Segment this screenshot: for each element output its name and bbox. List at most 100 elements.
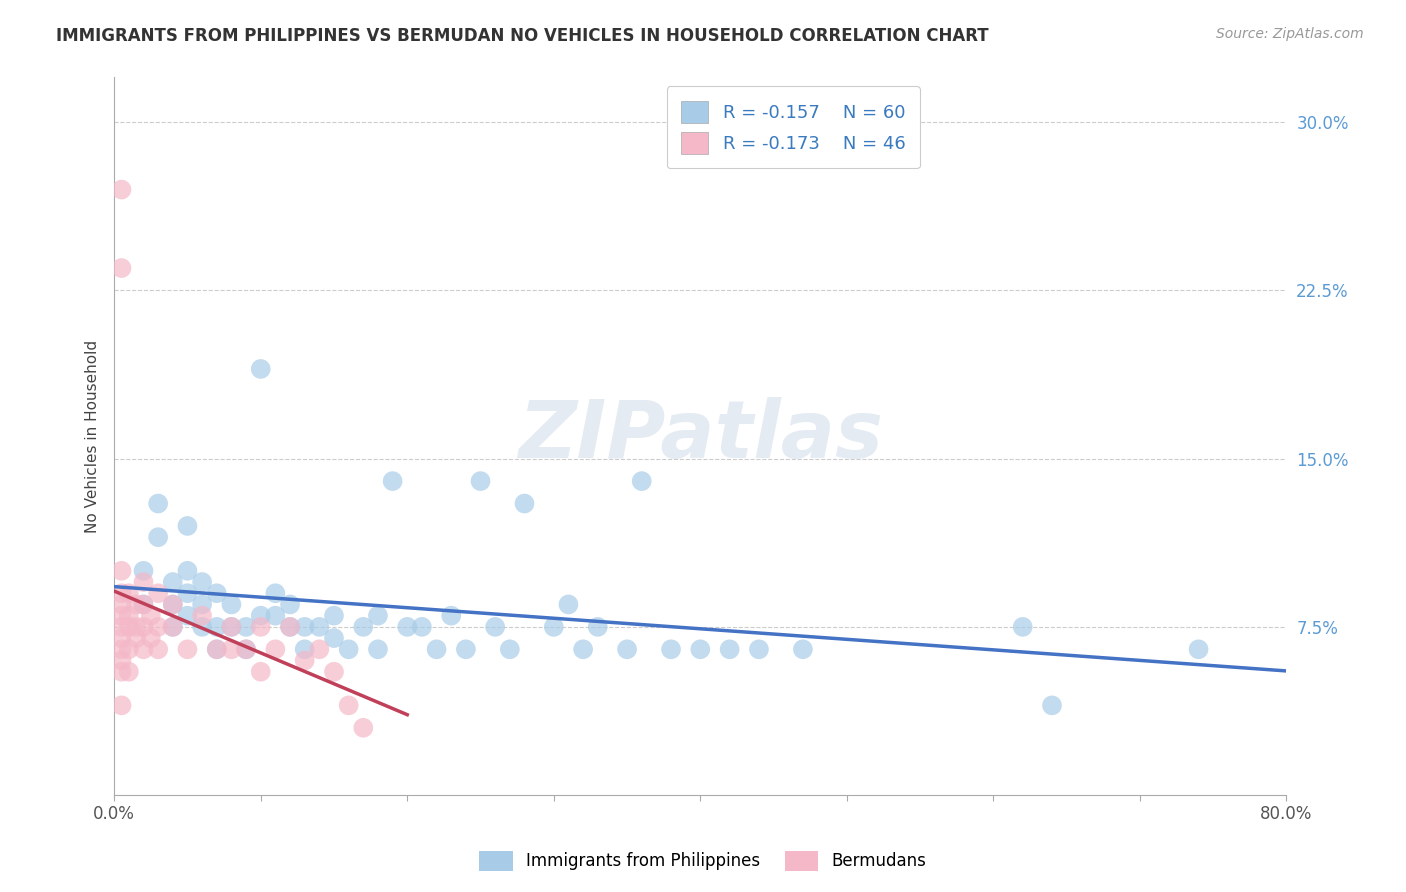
- Point: [323, 631, 346, 645]
- Point: [118, 665, 141, 679]
- Point: [235, 642, 257, 657]
- Point: [205, 642, 228, 657]
- Point: [308, 642, 330, 657]
- Point: [1011, 620, 1033, 634]
- Point: [264, 586, 287, 600]
- Point: [249, 608, 271, 623]
- Point: [125, 620, 148, 634]
- Point: [323, 608, 346, 623]
- Text: Source: ZipAtlas.com: Source: ZipAtlas.com: [1216, 27, 1364, 41]
- Point: [249, 665, 271, 679]
- Point: [118, 620, 141, 634]
- Point: [440, 608, 463, 623]
- Point: [557, 598, 579, 612]
- Point: [146, 496, 169, 510]
- Point: [411, 620, 433, 634]
- Point: [176, 586, 198, 600]
- Point: [205, 586, 228, 600]
- Point: [191, 620, 214, 634]
- Point: [110, 564, 132, 578]
- Point: [146, 620, 169, 634]
- Point: [110, 653, 132, 667]
- Point: [162, 574, 184, 589]
- Point: [367, 642, 389, 657]
- Point: [132, 620, 155, 634]
- Point: [110, 665, 132, 679]
- Point: [139, 631, 162, 645]
- Point: [162, 620, 184, 634]
- Point: [748, 642, 770, 657]
- Point: [264, 642, 287, 657]
- Point: [323, 665, 346, 679]
- Point: [110, 698, 132, 713]
- Point: [146, 642, 169, 657]
- Point: [294, 642, 316, 657]
- Point: [1040, 698, 1063, 713]
- Point: [689, 642, 711, 657]
- Point: [278, 620, 301, 634]
- Y-axis label: No Vehicles in Household: No Vehicles in Household: [86, 340, 100, 533]
- Point: [278, 598, 301, 612]
- Point: [162, 620, 184, 634]
- Point: [132, 598, 155, 612]
- Point: [513, 496, 536, 510]
- Text: IMMIGRANTS FROM PHILIPPINES VS BERMUDAN NO VEHICLES IN HOUSEHOLD CORRELATION CHA: IMMIGRANTS FROM PHILIPPINES VS BERMUDAN …: [56, 27, 988, 45]
- Point: [264, 608, 287, 623]
- Point: [352, 620, 374, 634]
- Point: [139, 608, 162, 623]
- Text: ZIPatlas: ZIPatlas: [517, 397, 883, 475]
- Point: [249, 620, 271, 634]
- Point: [630, 474, 652, 488]
- Point: [294, 653, 316, 667]
- Point: [125, 598, 148, 612]
- Point: [294, 620, 316, 634]
- Point: [221, 598, 243, 612]
- Point: [146, 530, 169, 544]
- Point: [308, 620, 330, 634]
- Point: [191, 574, 214, 589]
- Point: [367, 608, 389, 623]
- Point: [176, 564, 198, 578]
- Point: [176, 608, 198, 623]
- Point: [1187, 642, 1209, 657]
- Point: [110, 642, 132, 657]
- Point: [110, 620, 132, 634]
- Point: [110, 261, 132, 276]
- Point: [118, 608, 141, 623]
- Point: [125, 631, 148, 645]
- Point: [191, 598, 214, 612]
- Point: [221, 620, 243, 634]
- Point: [132, 598, 155, 612]
- Point: [381, 474, 404, 488]
- Point: [221, 620, 243, 634]
- Point: [352, 721, 374, 735]
- Point: [484, 620, 506, 634]
- Point: [118, 642, 141, 657]
- Point: [118, 586, 141, 600]
- Point: [110, 586, 132, 600]
- Point: [454, 642, 477, 657]
- Point: [543, 620, 565, 634]
- Point: [718, 642, 741, 657]
- Point: [792, 642, 814, 657]
- Point: [470, 474, 492, 488]
- Point: [205, 642, 228, 657]
- Point: [221, 642, 243, 657]
- Point: [499, 642, 522, 657]
- Point: [132, 574, 155, 589]
- Point: [659, 642, 682, 657]
- Point: [176, 642, 198, 657]
- Point: [110, 631, 132, 645]
- Point: [616, 642, 638, 657]
- Point: [132, 564, 155, 578]
- Point: [205, 620, 228, 634]
- Point: [110, 608, 132, 623]
- Point: [162, 598, 184, 612]
- Point: [337, 698, 360, 713]
- Point: [249, 362, 271, 376]
- Point: [176, 519, 198, 533]
- Point: [235, 620, 257, 634]
- Legend: Immigrants from Philippines, Bermudans: Immigrants from Philippines, Bermudans: [471, 842, 935, 880]
- Point: [396, 620, 419, 634]
- Point: [572, 642, 595, 657]
